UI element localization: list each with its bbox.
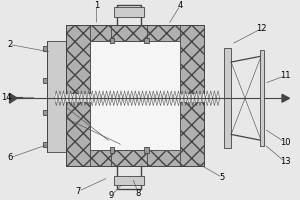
Bar [144,38,149,43]
Text: 11: 11 [280,71,290,80]
Text: 12: 12 [256,24,266,33]
Bar [67,25,204,41]
Text: 8: 8 [136,189,141,198]
Text: 4: 4 [178,1,183,10]
Polygon shape [282,94,290,102]
Bar [111,25,147,41]
Polygon shape [10,93,17,103]
Bar [110,147,114,153]
Bar [67,25,90,166]
Bar [43,78,47,83]
Text: 2: 2 [7,40,12,49]
Text: 9: 9 [109,191,114,200]
Text: 6: 6 [7,153,12,162]
Bar [67,150,204,166]
Bar [180,25,204,166]
Text: 10: 10 [280,138,290,147]
Bar [260,50,264,146]
Bar [110,38,114,43]
Bar [114,176,144,185]
Text: 7: 7 [76,187,81,196]
Bar [47,41,67,152]
Bar [224,48,231,148]
Text: 14: 14 [1,93,12,102]
Bar [43,46,47,51]
Bar [90,41,180,150]
Bar [55,94,222,102]
Bar [144,147,149,153]
Bar [43,142,47,147]
Text: 1: 1 [94,1,99,10]
Text: 13: 13 [280,157,290,166]
Text: 5: 5 [220,173,225,182]
Bar [67,25,204,166]
Bar [43,110,47,115]
Bar [111,150,147,166]
Bar [114,7,144,17]
